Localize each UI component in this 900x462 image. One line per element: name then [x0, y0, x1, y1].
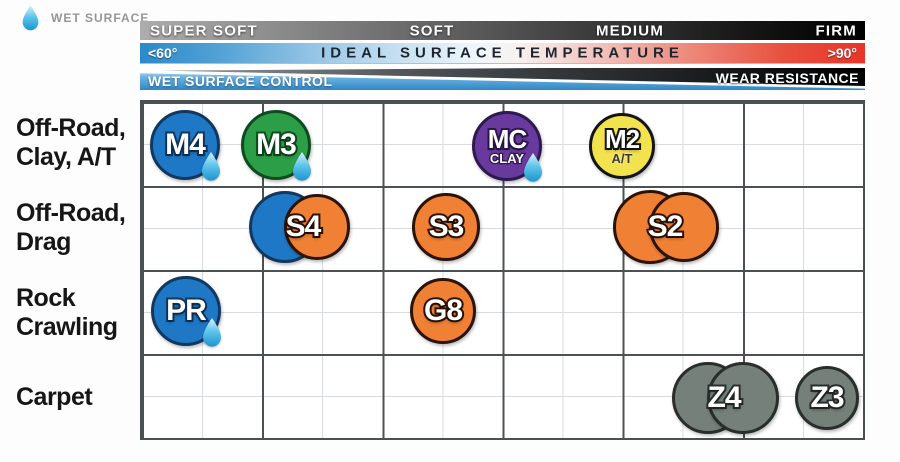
water-drop-icon [203, 318, 221, 347]
compound-label-z4: Z4 [705, 380, 743, 414]
row-label-line: Off-Road, [16, 198, 126, 227]
compound-label-g8: G8 [422, 293, 465, 327]
hardness-label-super-soft: SUPER SOFT [150, 22, 258, 39]
compound-circle-s2 [649, 192, 719, 262]
row-label-line: Rock [16, 283, 76, 312]
compound-label-m3: M3 [254, 127, 299, 161]
water-drop-icon [202, 152, 220, 181]
compound-label-s2: S2 [646, 209, 686, 243]
compound-label-s4: S4 [284, 209, 324, 243]
row-label-line: Clay, A/T [16, 142, 116, 171]
compound-label-z3: Z3 [808, 380, 846, 414]
hardness-scale-bar: SUPER SOFT SOFT MEDIUM FIRM [140, 21, 865, 40]
row-label-rock-crawling: Rock Crawling [16, 270, 138, 355]
water-drop-icon [293, 152, 311, 181]
row-label-line: Drag [16, 227, 71, 256]
row-label-line: Crawling [16, 312, 118, 341]
wet-surface-legend-label: WET SURFACE [51, 11, 150, 25]
compound-label-m4: M4 [163, 127, 208, 161]
row-label-offroad-clay-at: Off-Road, Clay, A/T [16, 100, 138, 185]
compound-circle-g8 [410, 278, 476, 344]
wear-resistance-label: WEAR RESISTANCE [715, 70, 859, 87]
temperature-min-label: <60° [148, 45, 178, 61]
temperature-max-label: >90° [827, 45, 857, 61]
row-label-line: Carpet [16, 383, 93, 411]
wet-surface-control-label: WET SURFACE CONTROL [148, 72, 333, 89]
compound-circle-s4 [284, 194, 350, 260]
hardness-label-soft: SOFT [409, 22, 455, 39]
control-wear-bar: WET SURFACE CONTROL WEAR RESISTANCE [140, 68, 865, 90]
temperature-title: IDEAL SURFACE TEMPERATURE [321, 44, 684, 62]
row-label-offroad-drag: Off-Road, Drag [16, 185, 138, 270]
compound-label-s3: S3 [427, 209, 467, 243]
hardness-label-medium: MEDIUM [595, 22, 665, 39]
compound-label-mc: MC CLAY [486, 123, 529, 166]
compound-label-pr: PR [164, 293, 209, 327]
wet-surface-legend: WET SURFACE [20, 2, 149, 34]
row-label-line: Off-Road, [16, 113, 126, 142]
compound-label-m2: M2 A/T [603, 123, 642, 166]
compound-circle-m2 [589, 113, 655, 179]
compound-circle-s3 [412, 193, 480, 261]
water-drop-icon [524, 153, 542, 182]
temperature-scale-bar: <60° IDEAL SURFACE TEMPERATURE >90° [140, 43, 865, 63]
compound-circle-z4 [707, 362, 779, 434]
compound-circle-z3 [795, 366, 859, 430]
hardness-label-firm: FIRM [815, 22, 857, 39]
compound-circle-mc [472, 111, 542, 181]
row-label-carpet: Carpet [16, 355, 138, 440]
